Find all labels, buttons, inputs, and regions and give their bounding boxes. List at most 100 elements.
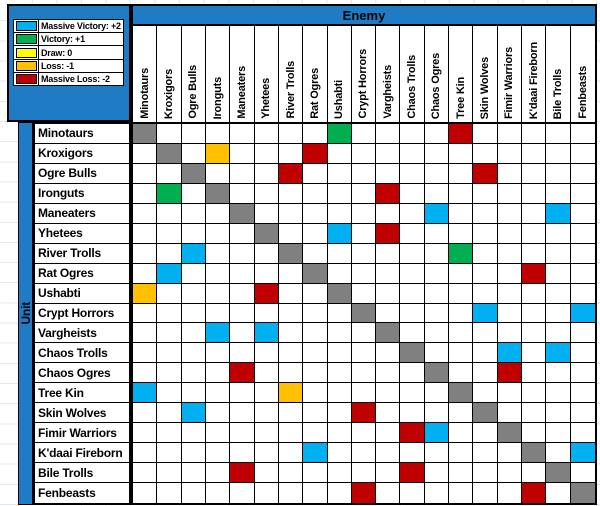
cell-minotaurs-vs-crypt-horrors[interactable] xyxy=(351,124,377,144)
cell-ogre-bulls-vs-skin-wolves[interactable] xyxy=(473,163,498,184)
cell-river-trolls-vs-chaos-trolls[interactable] xyxy=(400,243,425,264)
cell-rat-ogres-vs-skin-wolves[interactable] xyxy=(473,263,498,284)
cell-k-daai-fireborn-vs-ushabti[interactable] xyxy=(327,443,352,464)
cell-fenbeasts-vs-tree-kin[interactable] xyxy=(449,483,474,503)
cell-kroxigors-vs-ogre-bulls[interactable] xyxy=(181,143,206,164)
cell-tree-kin-vs-crypt-horrors[interactable] xyxy=(351,383,377,404)
cell-yhetees-vs-fimir-warriors[interactable] xyxy=(497,223,523,244)
cell-skin-wolves-vs-maneaters[interactable] xyxy=(230,403,255,424)
cell-fimir-warriors-vs-skin-wolves[interactable] xyxy=(473,423,498,444)
cell-rat-ogres-vs-minotaurs[interactable] xyxy=(133,263,158,284)
cell-fenbeasts-vs-fimir-warriors[interactable] xyxy=(497,483,523,503)
cell-fenbeasts-vs-crypt-horrors[interactable] xyxy=(351,483,377,503)
cell-bile-trolls-vs-chaos-ogres[interactable] xyxy=(424,463,450,484)
cell-vargheists-vs-bile-trolls[interactable] xyxy=(546,323,571,344)
cell-tree-kin-vs-tree-kin[interactable] xyxy=(449,383,474,404)
cell-yhetees-vs-rat-ogres[interactable] xyxy=(303,223,328,244)
cell-ironguts-vs-fenbeasts[interactable] xyxy=(570,183,595,204)
cell-tree-kin-vs-kroxigors[interactable] xyxy=(157,383,182,404)
cell-bile-trolls-vs-maneaters[interactable] xyxy=(230,463,255,484)
cell-skin-wolves-vs-yhetees[interactable] xyxy=(254,403,279,424)
cell-ironguts-vs-skin-wolves[interactable] xyxy=(473,183,498,204)
cell-vargheists-vs-minotaurs[interactable] xyxy=(133,323,158,344)
cell-chaos-ogres-vs-bile-trolls[interactable] xyxy=(546,363,571,384)
col-header-fenbeasts[interactable]: Fenbeasts xyxy=(570,26,595,122)
row-header-ogre-bulls[interactable]: Ogre Bulls xyxy=(35,163,129,184)
cell-fimir-warriors-vs-vargheists[interactable] xyxy=(376,423,401,444)
cell-rat-ogres-vs-bile-trolls[interactable] xyxy=(546,263,571,284)
cell-river-trolls-vs-ushabti[interactable] xyxy=(327,243,352,264)
cell-k-daai-fireborn-vs-chaos-ogres[interactable] xyxy=(424,443,450,464)
cell-rat-ogres-vs-vargheists[interactable] xyxy=(376,263,401,284)
cell-maneaters-vs-rat-ogres[interactable] xyxy=(303,203,328,224)
cell-rat-ogres-vs-crypt-horrors[interactable] xyxy=(351,263,377,284)
cell-fimir-warriors-vs-minotaurs[interactable] xyxy=(133,423,158,444)
cell-ironguts-vs-ogre-bulls[interactable] xyxy=(181,183,206,204)
cell-ironguts-vs-minotaurs[interactable] xyxy=(133,183,158,204)
cell-ogre-bulls-vs-fimir-warriors[interactable] xyxy=(497,163,523,184)
cell-rat-ogres-vs-tree-kin[interactable] xyxy=(449,263,474,284)
cell-ironguts-vs-kroxigors[interactable] xyxy=(157,183,182,204)
cell-maneaters-vs-chaos-trolls[interactable] xyxy=(400,203,425,224)
row-header-fimir-warriors[interactable]: Fimir Warriors xyxy=(35,423,129,444)
cell-fimir-warriors-vs-tree-kin[interactable] xyxy=(449,423,474,444)
cell-ushabti-vs-yhetees[interactable] xyxy=(254,283,279,304)
row-header-chaos-trolls[interactable]: Chaos Trolls xyxy=(35,343,129,364)
cell-crypt-horrors-vs-fimir-warriors[interactable] xyxy=(497,303,523,324)
cell-fimir-warriors-vs-chaos-trolls[interactable] xyxy=(400,423,425,444)
cell-k-daai-fireborn-vs-kroxigors[interactable] xyxy=(157,443,182,464)
cell-k-daai-fireborn-vs-river-trolls[interactable] xyxy=(278,443,304,464)
cell-kroxigors-vs-skin-wolves[interactable] xyxy=(473,143,498,164)
cell-crypt-horrors-vs-chaos-trolls[interactable] xyxy=(400,303,425,324)
cell-ogre-bulls-vs-ushabti[interactable] xyxy=(327,163,352,184)
cell-maneaters-vs-fimir-warriors[interactable] xyxy=(497,203,523,224)
col-header-ushabti[interactable]: Ushabti xyxy=(327,26,352,122)
cell-tree-kin-vs-yhetees[interactable] xyxy=(254,383,279,404)
cell-minotaurs-vs-vargheists[interactable] xyxy=(376,124,401,144)
cell-crypt-horrors-vs-ushabti[interactable] xyxy=(327,303,352,324)
cell-skin-wolves-vs-chaos-trolls[interactable] xyxy=(400,403,425,424)
cell-maneaters-vs-maneaters[interactable] xyxy=(230,203,255,224)
cell-crypt-horrors-vs-k-daai-fireborn[interactable] xyxy=(522,303,547,324)
cell-tree-kin-vs-fimir-warriors[interactable] xyxy=(497,383,523,404)
cell-fimir-warriors-vs-fimir-warriors[interactable] xyxy=(497,423,523,444)
cell-maneaters-vs-ogre-bulls[interactable] xyxy=(181,203,206,224)
cell-vargheists-vs-fimir-warriors[interactable] xyxy=(497,323,523,344)
cell-ushabti-vs-fimir-warriors[interactable] xyxy=(497,283,523,304)
cell-minotaurs-vs-fimir-warriors[interactable] xyxy=(497,124,523,144)
cell-crypt-horrors-vs-maneaters[interactable] xyxy=(230,303,255,324)
cell-rat-ogres-vs-fenbeasts[interactable] xyxy=(570,263,595,284)
cell-chaos-trolls-vs-tree-kin[interactable] xyxy=(449,343,474,364)
cell-crypt-horrors-vs-tree-kin[interactable] xyxy=(449,303,474,324)
cell-vargheists-vs-river-trolls[interactable] xyxy=(278,323,304,344)
cell-bile-trolls-vs-yhetees[interactable] xyxy=(254,463,279,484)
cell-minotaurs-vs-ironguts[interactable] xyxy=(205,124,231,144)
cell-ironguts-vs-chaos-trolls[interactable] xyxy=(400,183,425,204)
cell-ironguts-vs-vargheists[interactable] xyxy=(376,183,401,204)
cell-skin-wolves-vs-bile-trolls[interactable] xyxy=(546,403,571,424)
cell-ushabti-vs-ushabti[interactable] xyxy=(327,283,352,304)
row-header-tree-kin[interactable]: Tree Kin xyxy=(35,383,129,404)
cell-chaos-trolls-vs-kroxigors[interactable] xyxy=(157,343,182,364)
cell-yhetees-vs-tree-kin[interactable] xyxy=(449,223,474,244)
cell-ironguts-vs-ushabti[interactable] xyxy=(327,183,352,204)
cell-maneaters-vs-ironguts[interactable] xyxy=(205,203,231,224)
cell-vargheists-vs-yhetees[interactable] xyxy=(254,323,279,344)
cell-ironguts-vs-k-daai-fireborn[interactable] xyxy=(522,183,547,204)
cell-fenbeasts-vs-rat-ogres[interactable] xyxy=(303,483,328,503)
cell-fenbeasts-vs-vargheists[interactable] xyxy=(376,483,401,503)
cell-k-daai-fireborn-vs-skin-wolves[interactable] xyxy=(473,443,498,464)
cell-maneaters-vs-fenbeasts[interactable] xyxy=(570,203,595,224)
cell-ogre-bulls-vs-crypt-horrors[interactable] xyxy=(351,163,377,184)
cell-ogre-bulls-vs-tree-kin[interactable] xyxy=(449,163,474,184)
col-header-kroxigors[interactable]: Kroxigors xyxy=(157,26,182,122)
cell-chaos-trolls-vs-ushabti[interactable] xyxy=(327,343,352,364)
cell-kroxigors-vs-bile-trolls[interactable] xyxy=(546,143,571,164)
row-header-ushabti[interactable]: Ushabti xyxy=(35,283,129,304)
cell-skin-wolves-vs-chaos-ogres[interactable] xyxy=(424,403,450,424)
cell-rat-ogres-vs-k-daai-fireborn[interactable] xyxy=(522,263,547,284)
cell-ironguts-vs-ironguts[interactable] xyxy=(205,183,231,204)
cell-ogre-bulls-vs-k-daai-fireborn[interactable] xyxy=(522,163,547,184)
cell-maneaters-vs-bile-trolls[interactable] xyxy=(546,203,571,224)
cell-rat-ogres-vs-kroxigors[interactable] xyxy=(157,263,182,284)
